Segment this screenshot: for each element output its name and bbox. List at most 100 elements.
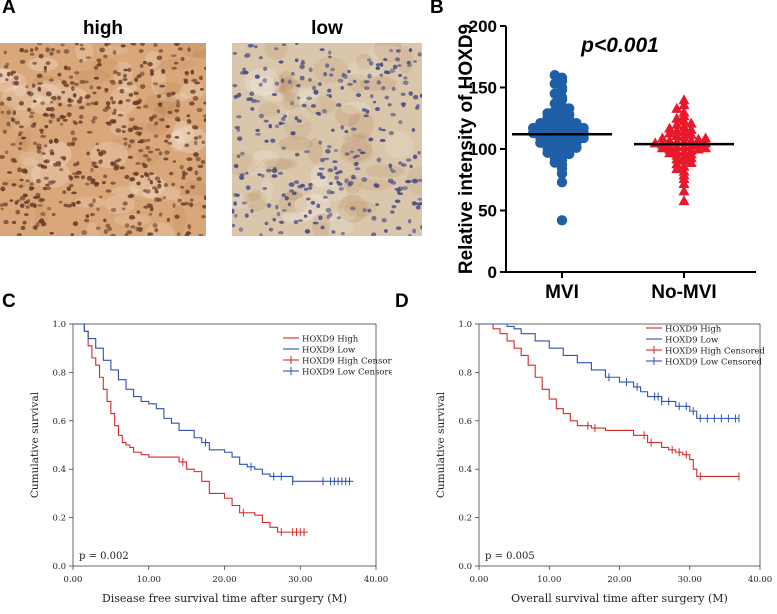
cell-nucleus: [76, 161, 80, 166]
cell-nucleus: [33, 195, 39, 200]
cell-nucleus: [406, 60, 411, 65]
cell-nucleus: [69, 81, 75, 85]
cell-nucleus: [79, 58, 83, 63]
cell-nucleus: [245, 171, 249, 175]
cell-nucleus: [121, 130, 126, 134]
cell-nucleus: [81, 175, 85, 180]
cell-nucleus: [271, 93, 278, 97]
cell-nucleus: [43, 144, 48, 148]
cell-nucleus: [250, 208, 254, 214]
cell-nucleus: [44, 124, 49, 129]
cell-nucleus: [264, 221, 269, 226]
cell-nucleus: [310, 200, 316, 205]
cell-nucleus: [158, 49, 163, 53]
ihc-high-image: [0, 43, 206, 236]
cell-nucleus: [171, 182, 176, 187]
x-tick-label: 40.00: [748, 575, 772, 585]
cell-nucleus: [29, 114, 34, 119]
cell-nucleus: [200, 159, 206, 165]
x-tick-label: 0.00: [470, 575, 489, 585]
cell-nucleus: [337, 182, 343, 186]
cell-nucleus: [19, 203, 25, 209]
cell-nucleus: [72, 221, 79, 227]
cell-nucleus: [61, 90, 66, 94]
cell-nucleus: [203, 66, 206, 70]
cell-nucleus: [271, 174, 278, 178]
cell-nucleus: [29, 52, 35, 56]
cell-nucleus: [250, 44, 255, 48]
cell-nucleus: [107, 43, 111, 46]
cell-nucleus: [412, 178, 418, 184]
cell-nucleus: [388, 131, 394, 136]
cell-nucleus: [328, 181, 333, 186]
cell-nucleus: [104, 88, 109, 92]
cell-nucleus: [156, 94, 162, 98]
tissue-shade: [244, 67, 281, 96]
cell-nucleus: [198, 233, 204, 236]
cell-nucleus: [263, 119, 269, 123]
tissue-shade: [0, 68, 21, 92]
cell-nucleus: [19, 195, 26, 201]
cell-nucleus: [394, 187, 401, 191]
tissue-shade: [20, 157, 41, 186]
cell-nucleus: [201, 140, 205, 145]
cell-nucleus: [362, 208, 367, 213]
cell-nucleus: [59, 114, 65, 120]
cell-nucleus: [312, 85, 317, 91]
cell-nucleus: [172, 203, 176, 208]
cell-nucleus: [268, 227, 274, 232]
cell-nucleus: [25, 85, 29, 89]
cell-nucleus: [183, 78, 188, 82]
cell-nucleus: [70, 233, 74, 236]
cell-nucleus: [62, 118, 68, 122]
cell-nucleus: [203, 114, 206, 118]
cell-nucleus: [375, 66, 380, 70]
cell-nucleus: [373, 183, 379, 188]
cell-nucleus: [49, 231, 54, 235]
cell-nucleus: [57, 72, 62, 77]
cell-nucleus: [258, 56, 263, 60]
cell-nucleus: [294, 152, 300, 157]
tissue-shade: [146, 117, 170, 136]
cell-nucleus: [232, 223, 236, 228]
tissue-shade: [278, 136, 313, 151]
cell-nucleus: [45, 61, 51, 66]
cell-nucleus: [71, 137, 78, 142]
cell-nucleus: [59, 122, 64, 126]
cell-nucleus: [55, 160, 62, 166]
cell-nucleus: [123, 73, 127, 79]
cell-nucleus: [157, 197, 163, 202]
cell-nucleus: [234, 213, 238, 218]
cell-nucleus: [344, 129, 349, 134]
cell-nucleus: [405, 158, 412, 162]
cell-nucleus: [76, 99, 83, 104]
cell-nucleus: [53, 138, 59, 143]
cell-nucleus: [29, 182, 34, 186]
cell-nucleus: [154, 121, 159, 126]
cell-nucleus: [351, 176, 357, 180]
cell-nucleus: [186, 157, 193, 162]
cell-nucleus: [304, 150, 310, 154]
cell-nucleus: [32, 61, 37, 65]
cell-nucleus: [11, 118, 16, 123]
cell-nucleus: [270, 138, 276, 143]
y-tick-label: 0.8: [52, 368, 66, 378]
cell-nucleus: [237, 136, 243, 142]
cell-nucleus: [60, 43, 65, 47]
cell-nucleus: [268, 124, 273, 129]
tissue-shade: [261, 92, 288, 101]
cell-nucleus: [48, 139, 54, 144]
cell-nucleus: [0, 207, 4, 211]
cell-nucleus: [134, 126, 141, 131]
cell-nucleus: [331, 230, 336, 234]
cell-nucleus: [412, 154, 418, 160]
cell-nucleus: [66, 186, 71, 192]
cell-nucleus: [115, 128, 122, 133]
cell-nucleus: [49, 51, 54, 56]
cell-nucleus: [232, 51, 237, 55]
cell-nucleus: [316, 172, 323, 177]
cell-nucleus: [417, 52, 422, 57]
cell-nucleus: [36, 43, 43, 46]
cell-nucleus: [284, 196, 289, 201]
cell-nucleus: [325, 63, 330, 68]
